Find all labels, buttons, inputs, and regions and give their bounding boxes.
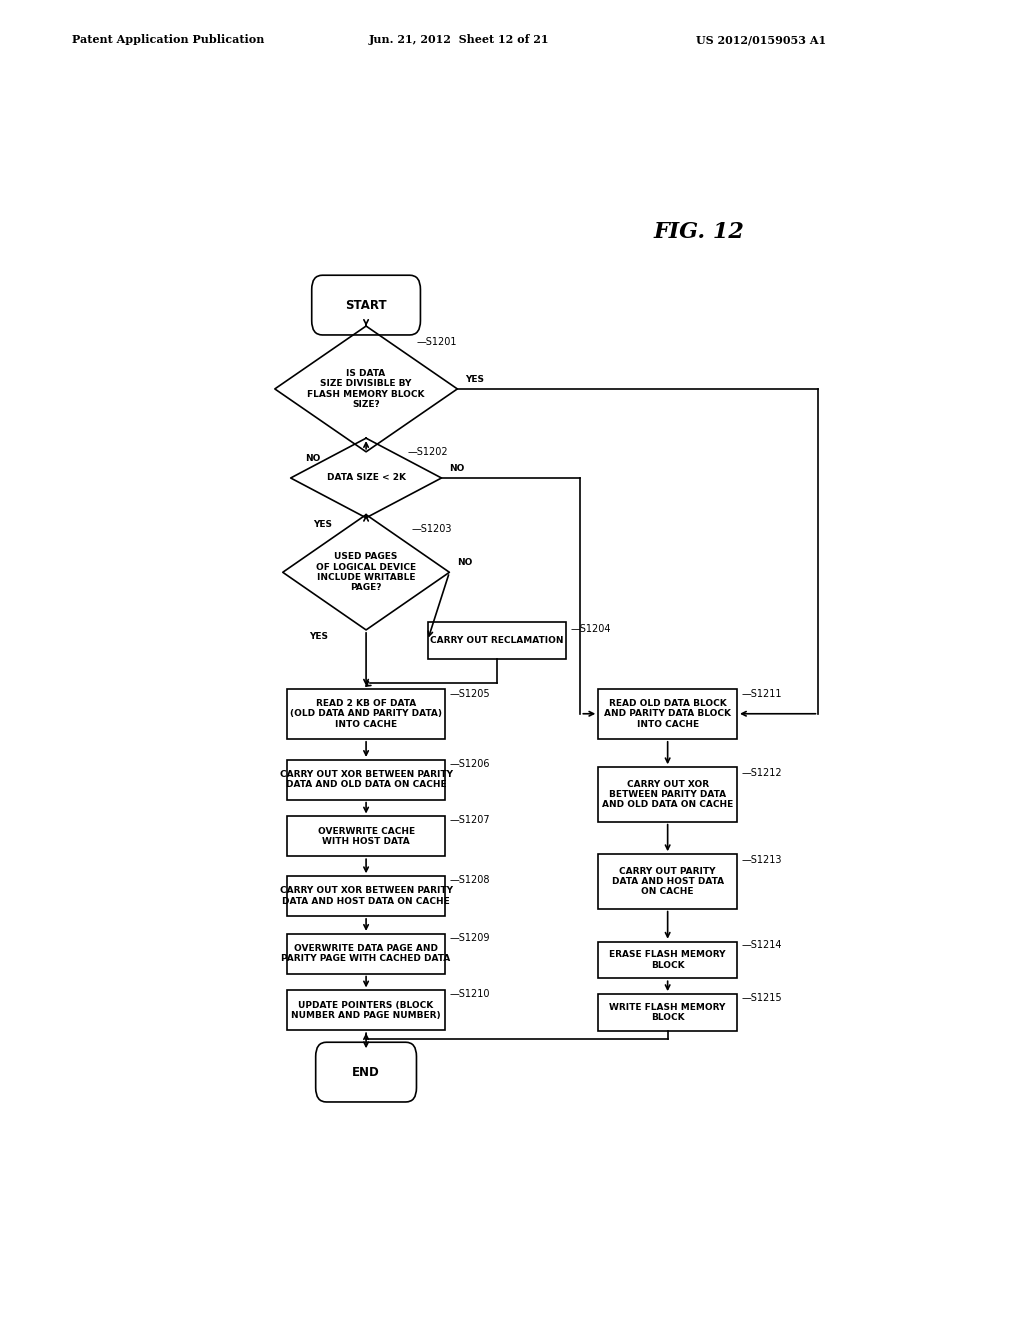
Text: END: END bbox=[352, 1065, 380, 1078]
Text: —S1206: —S1206 bbox=[450, 759, 489, 768]
Text: —S1214: —S1214 bbox=[741, 940, 781, 950]
Text: CARRY OUT RECLAMATION: CARRY OUT RECLAMATION bbox=[430, 636, 564, 645]
Bar bbox=[598, 854, 737, 908]
Text: YES: YES bbox=[465, 375, 484, 384]
Bar bbox=[287, 933, 445, 974]
Text: OVERWRITE CACHE
WITH HOST DATA: OVERWRITE CACHE WITH HOST DATA bbox=[317, 826, 415, 846]
Text: NO: NO bbox=[450, 463, 465, 473]
Bar bbox=[598, 994, 737, 1031]
Bar bbox=[287, 817, 445, 857]
Text: OVERWRITE DATA PAGE AND
PARITY PAGE WITH CACHED DATA: OVERWRITE DATA PAGE AND PARITY PAGE WITH… bbox=[282, 944, 451, 964]
Bar bbox=[287, 760, 445, 800]
FancyBboxPatch shape bbox=[315, 1043, 417, 1102]
Bar bbox=[598, 941, 737, 978]
Text: —S1212: —S1212 bbox=[741, 768, 781, 777]
Text: NO: NO bbox=[458, 558, 473, 568]
Text: READ OLD DATA BLOCK
AND PARITY DATA BLOCK
INTO CACHE: READ OLD DATA BLOCK AND PARITY DATA BLOC… bbox=[604, 698, 731, 729]
Polygon shape bbox=[291, 438, 441, 517]
Text: START: START bbox=[345, 298, 387, 312]
Text: —S1204: —S1204 bbox=[570, 624, 611, 635]
Text: —S1215: —S1215 bbox=[741, 993, 781, 1003]
Text: WRITE FLASH MEMORY
BLOCK: WRITE FLASH MEMORY BLOCK bbox=[609, 1003, 726, 1022]
Bar bbox=[428, 622, 566, 659]
Text: UPDATE POINTERS (BLOCK
NUMBER AND PAGE NUMBER): UPDATE POINTERS (BLOCK NUMBER AND PAGE N… bbox=[291, 1001, 441, 1020]
Text: —S1210: —S1210 bbox=[450, 990, 489, 999]
Text: —S1202: —S1202 bbox=[408, 447, 449, 457]
Text: DATA SIZE < 2K: DATA SIZE < 2K bbox=[327, 474, 406, 483]
Text: —S1208: —S1208 bbox=[450, 875, 489, 886]
Text: CARRY OUT XOR
BETWEEN PARITY DATA
AND OLD DATA ON CACHE: CARRY OUT XOR BETWEEN PARITY DATA AND OL… bbox=[602, 780, 733, 809]
Text: —S1213: —S1213 bbox=[741, 854, 781, 865]
Text: —S1211: —S1211 bbox=[741, 689, 781, 698]
Bar bbox=[287, 876, 445, 916]
Text: US 2012/0159053 A1: US 2012/0159053 A1 bbox=[696, 34, 826, 45]
Text: FIG. 12: FIG. 12 bbox=[654, 222, 744, 243]
Text: CARRY OUT XOR BETWEEN PARITY
DATA AND OLD DATA ON CACHE: CARRY OUT XOR BETWEEN PARITY DATA AND OL… bbox=[280, 770, 453, 789]
Text: Jun. 21, 2012  Sheet 12 of 21: Jun. 21, 2012 Sheet 12 of 21 bbox=[369, 34, 549, 45]
Bar bbox=[598, 689, 737, 739]
Text: —S1201: —S1201 bbox=[417, 337, 457, 347]
Text: —S1207: —S1207 bbox=[450, 816, 490, 825]
Text: —S1209: —S1209 bbox=[450, 933, 489, 942]
FancyBboxPatch shape bbox=[311, 276, 421, 335]
Bar bbox=[598, 767, 737, 821]
Text: CARRY OUT PARITY
DATA AND HOST DATA
ON CACHE: CARRY OUT PARITY DATA AND HOST DATA ON C… bbox=[611, 866, 724, 896]
Text: —S1205: —S1205 bbox=[450, 689, 490, 698]
Text: ERASE FLASH MEMORY
BLOCK: ERASE FLASH MEMORY BLOCK bbox=[609, 950, 726, 970]
Text: CARRY OUT XOR BETWEEN PARITY
DATA AND HOST DATA ON CACHE: CARRY OUT XOR BETWEEN PARITY DATA AND HO… bbox=[280, 886, 453, 906]
Polygon shape bbox=[274, 326, 458, 451]
Text: IS DATA
SIZE DIVISIBLE BY
FLASH MEMORY BLOCK
SIZE?: IS DATA SIZE DIVISIBLE BY FLASH MEMORY B… bbox=[307, 368, 425, 409]
Text: USED PAGES
OF LOGICAL DEVICE
INCLUDE WRITABLE
PAGE?: USED PAGES OF LOGICAL DEVICE INCLUDE WRI… bbox=[316, 552, 416, 593]
Text: Patent Application Publication: Patent Application Publication bbox=[72, 34, 264, 45]
Text: YES: YES bbox=[313, 520, 332, 529]
Bar bbox=[287, 990, 445, 1030]
Bar bbox=[287, 689, 445, 739]
Text: YES: YES bbox=[309, 632, 329, 642]
Text: READ 2 KB OF DATA
(OLD DATA AND PARITY DATA)
INTO CACHE: READ 2 KB OF DATA (OLD DATA AND PARITY D… bbox=[290, 698, 442, 729]
Text: NO: NO bbox=[305, 454, 321, 463]
Polygon shape bbox=[283, 515, 450, 630]
Text: —S1203: —S1203 bbox=[412, 524, 453, 535]
